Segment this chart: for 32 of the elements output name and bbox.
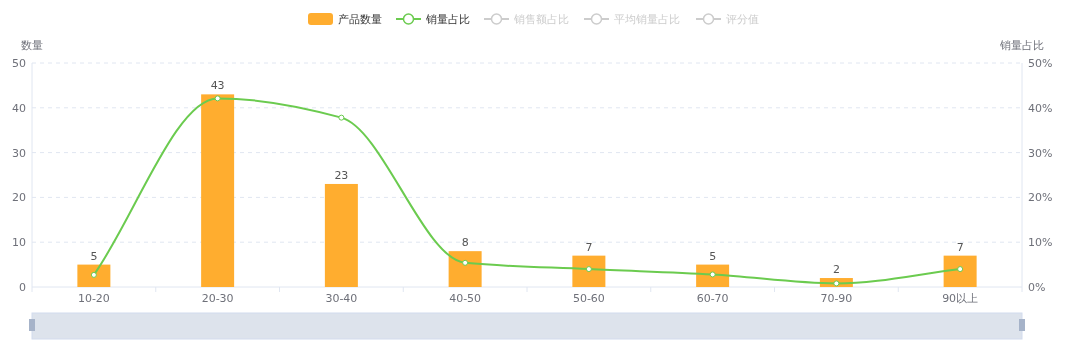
data-label: 5 <box>90 249 98 263</box>
y2-tick-label: 10% <box>1028 236 1053 250</box>
data-label: 7 <box>585 240 593 254</box>
x-tick-label: 70-90 <box>820 292 853 305</box>
data-label: 23 <box>334 168 349 182</box>
x-tick-label: 30-40 <box>325 292 358 305</box>
legend-label: 销量占比 <box>425 13 470 26</box>
y2-tick-label: 40% <box>1028 101 1053 115</box>
y-axis-title: 数量 <box>21 39 43 52</box>
y-tick-label: 10 <box>12 236 26 250</box>
x-tick-label: 10-20 <box>77 292 110 305</box>
y2-tick-label: 20% <box>1028 191 1053 205</box>
x-tick-label: 90以上 <box>942 292 979 305</box>
x-tick-label: 40-50 <box>449 292 482 305</box>
y-tick-label: 30 <box>12 146 26 160</box>
data-label: 43 <box>210 79 225 93</box>
y-tick-label: 20 <box>12 191 26 205</box>
y2-tick-label: 50% <box>1028 57 1053 70</box>
y2-tick-label: 0% <box>1028 281 1046 294</box>
y-tick-label: 0 <box>19 281 26 294</box>
data-label: 8 <box>461 236 469 250</box>
y-tick-label: 50 <box>12 57 26 70</box>
y-tick-label: 40 <box>12 101 26 115</box>
legend-label: 产品数量 <box>338 13 382 26</box>
data-label: 2 <box>832 263 840 277</box>
data-label: 7 <box>956 240 964 254</box>
x-tick-label: 60-70 <box>696 292 729 305</box>
x-tick-label: 20-30 <box>201 292 234 305</box>
data-label: 5 <box>709 249 717 263</box>
y2-axis-title: 销量占比 <box>999 39 1044 52</box>
x-tick-label: 50-60 <box>572 292 605 305</box>
y2-tick-label: 30% <box>1028 146 1053 160</box>
